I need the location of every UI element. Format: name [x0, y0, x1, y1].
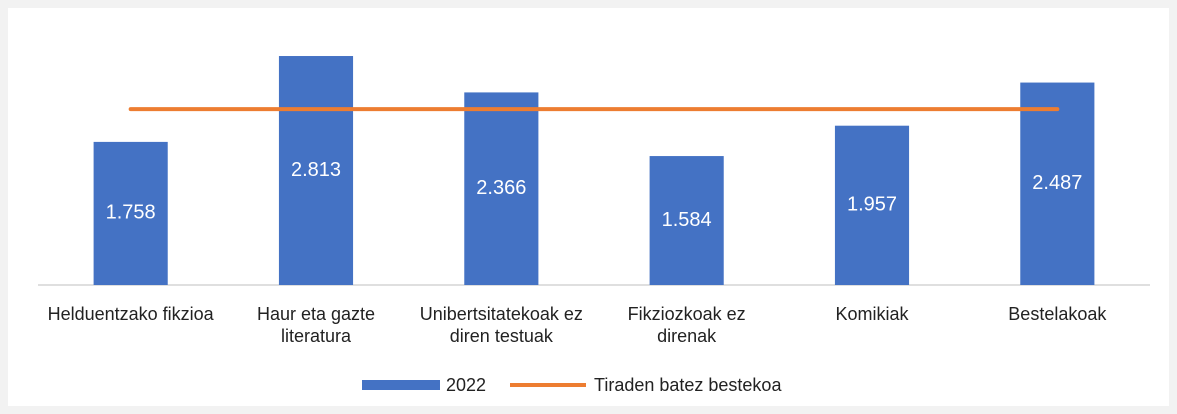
- bar: [464, 92, 539, 286]
- bar: [93, 141, 168, 285]
- data-label: 2.366: [476, 177, 526, 199]
- data-label: 2.487: [1032, 172, 1082, 194]
- bar: [278, 56, 354, 285]
- legend-swatch: [362, 380, 440, 390]
- bar: [1020, 82, 1095, 285]
- data-label: 1.957: [847, 194, 897, 216]
- x-tick-label: Unibertsitatekoak ez diren testuak: [419, 304, 583, 346]
- x-tick-label: Helduentzako fikzioa: [47, 304, 214, 324]
- data-label: 1.584: [662, 209, 712, 231]
- x-tick-label: Komikiak: [835, 304, 909, 324]
- data-label: 2.813: [291, 159, 341, 181]
- legend-label: Tiraden batez bestekoa: [594, 375, 782, 395]
- x-tick-label: Haur eta gazte literatura: [256, 304, 376, 346]
- x-tick-label: Fikziozkoak ez direnak: [627, 304, 746, 346]
- legend-label: 2022: [446, 375, 486, 395]
- x-tick-label: Bestelakoak: [1008, 304, 1107, 324]
- bar: [649, 156, 724, 285]
- bar: [834, 125, 910, 286]
- data-label: 1.758: [106, 202, 156, 224]
- chart-panel: [8, 8, 1169, 406]
